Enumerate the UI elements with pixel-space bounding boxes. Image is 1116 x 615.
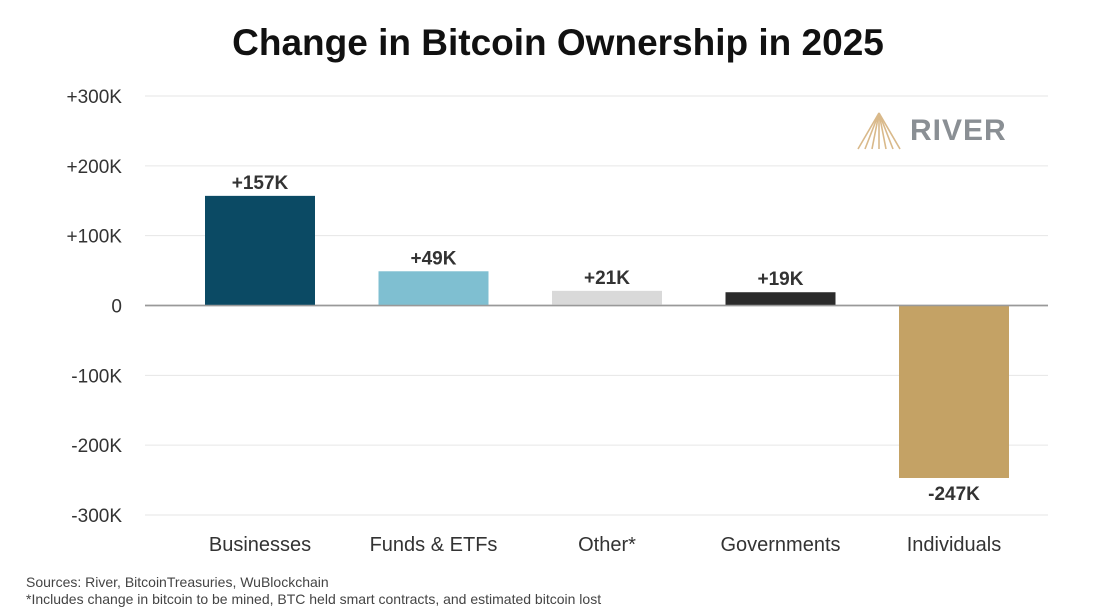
y-tick-label: +300K — [67, 87, 123, 108]
y-tick-label: +200K — [67, 157, 123, 178]
bar-individuals — [899, 305, 1009, 478]
data-label: -247K — [928, 484, 980, 505]
bar-governments — [725, 292, 836, 306]
x-tick-label: Businesses — [209, 534, 311, 556]
y-tick-label: -300K — [71, 506, 122, 527]
y-tick-label: -100K — [71, 366, 122, 387]
river-logo-icon — [857, 112, 901, 150]
data-label: +157K — [232, 173, 289, 194]
chart-title: Change in Bitcoin Ownership in 2025 — [232, 22, 884, 63]
logo-text: RIVER — [910, 114, 1007, 147]
data-label: +21K — [584, 268, 630, 289]
x-axis-ticks: Businesses Funds & ETFs Other* Governments I… — [209, 534, 1001, 556]
data-label: +49K — [411, 248, 457, 269]
y-tick-label: -200K — [71, 436, 122, 457]
footer: Sources: River, BitcoinTreasuries, WuBlo… — [26, 574, 601, 608]
y-tick-label: 0 — [111, 297, 122, 318]
x-tick-label: Other* — [578, 534, 636, 556]
data-labels: +157K +49K +21K +19K -247K — [232, 173, 980, 505]
x-tick-label: Funds & ETFs — [370, 534, 498, 556]
data-label: +19K — [758, 269, 804, 290]
river-logo: RIVER — [856, 110, 1007, 152]
y-tick-label: +100K — [67, 227, 123, 248]
x-tick-label: Governments — [720, 534, 840, 556]
bar-businesses — [205, 195, 315, 306]
bar-other — [552, 290, 662, 306]
bars — [205, 195, 1009, 478]
x-tick-label: Individuals — [907, 534, 1002, 556]
y-axis-ticks: +300K +200K +100K 0 -100K -200K -300K — [67, 87, 123, 527]
footnote-text: *Includes change in bitcoin to be mined,… — [26, 591, 602, 607]
sources-text: Sources: River, BitcoinTreasuries, WuBlo… — [26, 574, 329, 590]
bar-funds-etfs — [378, 271, 489, 306]
